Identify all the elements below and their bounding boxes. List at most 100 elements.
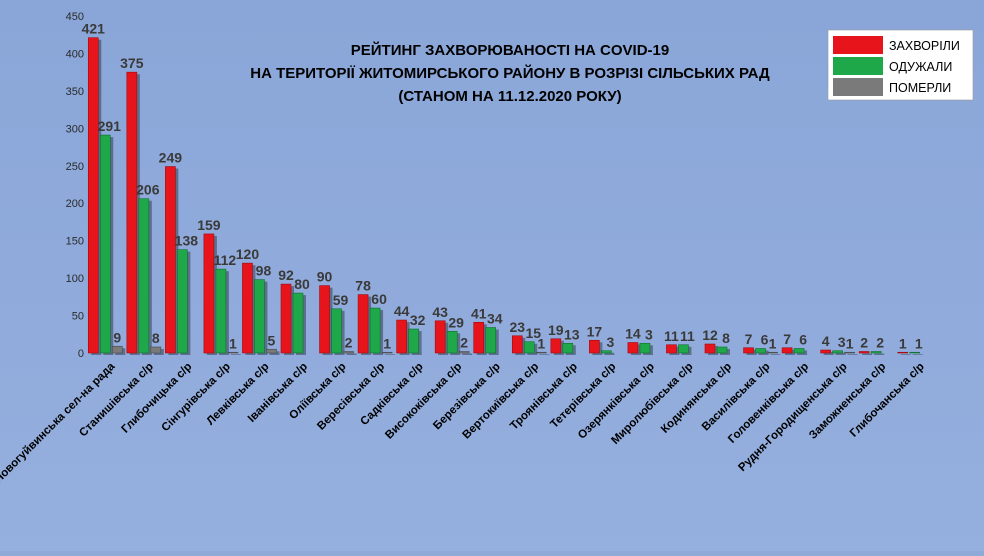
bar-1-17 (755, 348, 766, 354)
bar-shadow (862, 353, 873, 355)
bar-shadow (823, 352, 834, 355)
chart-subtitle-line-2: (СТАНОМ НА 11.12.2020 РОКУ) (398, 88, 621, 105)
bar-shadow (912, 354, 923, 355)
data-label-1-8: 32 (410, 312, 426, 328)
data-label-0-8: 44 (394, 303, 410, 319)
bar-2-4 (266, 348, 277, 354)
data-label-2-7: 1 (383, 335, 391, 351)
bar-1-13 (601, 350, 612, 354)
bar-2-0 (111, 345, 123, 354)
bar-0-3 (203, 233, 215, 354)
data-label-0-12: 19 (548, 322, 564, 338)
bar-1-9 (446, 330, 458, 354)
legend: ЗАХВОРІЛИ ОДУЖАЛИ ПОМЕРЛИ (827, 29, 974, 101)
y-tick-label: 200 (66, 198, 84, 210)
data-label-0-15: 11 (664, 328, 679, 344)
data-label-0-1: 375 (120, 55, 144, 71)
bar-1-8 (408, 328, 419, 354)
bar-0-8 (396, 319, 407, 354)
bar-0-1 (126, 71, 138, 354)
bar-2-17 (767, 351, 778, 354)
data-label-2-4: 5 (268, 332, 276, 348)
data-label-2-3: 1 (229, 335, 237, 351)
data-label-1-21: 1 (915, 335, 923, 351)
data-label-0-5: 92 (278, 267, 294, 283)
data-label-0-11: 23 (509, 319, 525, 335)
bar-shadow (230, 354, 241, 355)
data-label-0-17: 7 (745, 331, 753, 347)
bar-1-0 (99, 134, 111, 354)
bar-1-3 (215, 268, 227, 354)
data-label-1-6: 59 (333, 292, 349, 308)
bar-shadow (835, 352, 846, 355)
y-tick-label: 450 (66, 11, 84, 23)
data-label-0-13: 17 (587, 323, 603, 339)
bar-0-2 (165, 166, 176, 354)
bar-2-6 (343, 351, 354, 354)
data-label-1-1: 206 (136, 182, 160, 198)
bar-0-7 (357, 294, 369, 354)
data-label-1-17: 6 (761, 332, 769, 348)
bar-2-3 (227, 351, 239, 354)
data-label-0-4: 120 (236, 246, 260, 262)
bar-0-17 (743, 347, 754, 354)
bar-shadow (462, 353, 473, 355)
data-label-2-11: 1 (537, 335, 545, 351)
bar-1-4 (254, 279, 265, 354)
bar-1-16 (716, 346, 728, 354)
data-label-0-9: 43 (432, 304, 448, 320)
data-label-1-16: 8 (722, 330, 730, 346)
data-label-2-9: 2 (460, 335, 468, 351)
data-label-0-21: 1 (899, 335, 907, 351)
bar-0-0 (87, 37, 99, 354)
chart-title: РЕЙТИНГ ЗАХВОРЮВАНОСТІ НА COVID-19 (351, 41, 669, 59)
bar-0-12 (550, 338, 562, 354)
bar-1-21 (909, 351, 921, 354)
bar-shadow (604, 352, 615, 355)
data-label-2-1: 8 (152, 330, 160, 346)
data-label-2-17: 1 (769, 335, 777, 351)
bar-1-7 (369, 307, 381, 354)
bar-1-1 (138, 198, 150, 354)
bar-0-14 (627, 342, 639, 354)
y-tick-label: 100 (66, 273, 84, 285)
data-label-0-20: 2 (860, 335, 868, 351)
data-label-1-7: 60 (371, 291, 387, 307)
bar-1-20 (870, 351, 882, 354)
data-label-1-11: 15 (525, 325, 541, 341)
data-label-1-13: 3 (606, 334, 614, 350)
data-label-2-6: 2 (345, 335, 353, 351)
y-tick-label: 0 (78, 348, 84, 360)
legend-label-2: ПОМЕРЛИ (889, 81, 951, 95)
y-tick-label: 400 (66, 48, 84, 60)
bar-2-7 (381, 351, 393, 354)
bar-shadow (847, 354, 858, 355)
data-label-0-14: 14 (625, 326, 641, 342)
bar-1-14 (639, 342, 651, 354)
data-label-1-9: 29 (448, 314, 464, 330)
bar-2-9 (458, 351, 470, 354)
chart-subtitle-line-1: НА ТЕРИТОРІЇ ЖИТОМИРСЬКОГО РАЙОНУ В РОЗР… (250, 64, 770, 82)
data-label-2-0: 9 (113, 329, 121, 345)
data-label-0-18: 7 (783, 331, 791, 347)
bar-0-19 (820, 349, 831, 354)
bar-1-19 (832, 350, 843, 354)
bar-0-15 (666, 344, 677, 354)
data-label-1-19: 3 (838, 334, 846, 350)
data-label-1-2: 138 (175, 233, 199, 249)
bar-2-19 (844, 351, 855, 354)
bar-shadow (385, 354, 396, 355)
bar-2-11 (535, 351, 547, 354)
bar-1-2 (177, 249, 188, 354)
bar-0-6 (319, 285, 330, 354)
data-label-1-20: 2 (876, 335, 884, 351)
data-label-0-2: 249 (159, 150, 183, 166)
data-label-0-19: 4 (822, 333, 830, 349)
bar-1-6 (331, 308, 342, 354)
data-label-1-12: 13 (564, 326, 580, 342)
data-label-0-7: 78 (355, 278, 371, 294)
bar-1-11 (523, 341, 535, 354)
